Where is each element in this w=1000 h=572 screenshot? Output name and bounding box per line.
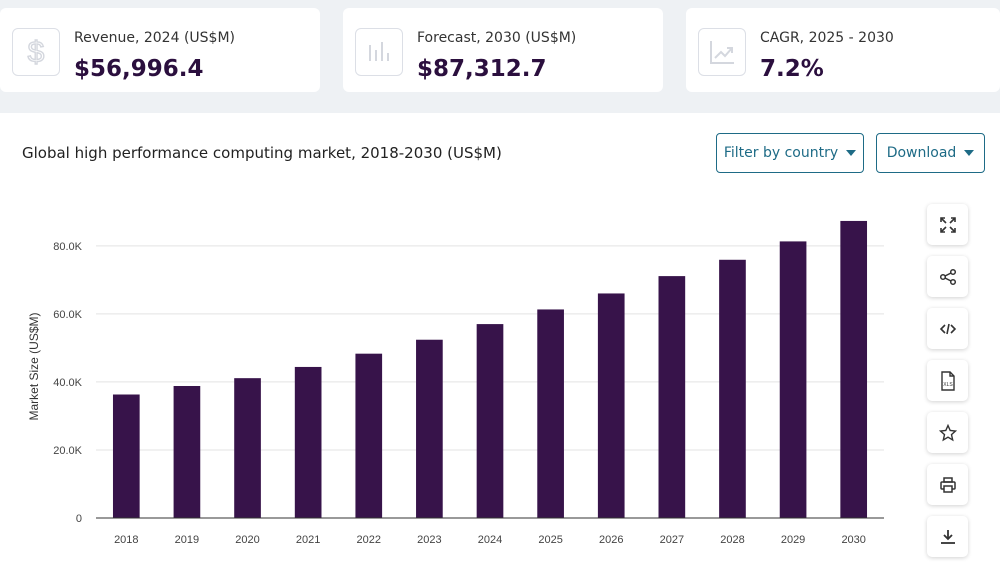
star-icon xyxy=(938,423,957,441)
x-tick-label: 2026 xyxy=(599,534,623,546)
bar xyxy=(234,378,261,518)
filter-label: Filter by country xyxy=(723,145,839,161)
x-tick-label: 2029 xyxy=(781,534,805,546)
stat-value: $56,996.4 xyxy=(74,56,204,82)
stat-label: Revenue, 2024 (US$M) xyxy=(74,30,235,46)
bar xyxy=(416,339,443,518)
stat-card-revenue: $ Revenue, 2024 (US$M) $56,996.4 xyxy=(0,8,320,92)
print-icon xyxy=(939,476,956,493)
y-axis-title: Market Size (US$M) xyxy=(27,312,41,420)
download-dropdown-button[interactable]: Download xyxy=(876,133,985,173)
caret-down-icon xyxy=(846,150,857,156)
caret-down-icon xyxy=(964,150,975,156)
bar-chart: 0 20.0K 40.0K 60.0K 80.0K Market Size (US$M) 2… xyxy=(27,220,884,546)
y-tick-label: 60.0K xyxy=(53,309,82,321)
x-tick-label: 2023 xyxy=(417,534,441,546)
x-tick-label: 2019 xyxy=(175,534,199,546)
share-button[interactable] xyxy=(927,256,968,297)
dollar-icon: $ xyxy=(12,28,60,76)
y-tick-label: 0 xyxy=(76,513,82,525)
x-tick-label: 2025 xyxy=(538,534,562,546)
bar xyxy=(294,366,322,518)
bar-chart-icon xyxy=(355,28,403,76)
x-tick-label: 2022 xyxy=(357,534,381,546)
stat-label: CAGR, 2025 - 2030 xyxy=(760,30,894,46)
download-button[interactable] xyxy=(927,516,968,557)
bar xyxy=(112,394,140,518)
x-tick-label: 2027 xyxy=(660,534,684,546)
download-icon xyxy=(940,529,955,544)
bar xyxy=(476,324,504,518)
chart-title: Global high performance computing market… xyxy=(22,144,502,162)
y-tick-label: 20.0K xyxy=(53,445,82,457)
x-tick-label: 2030 xyxy=(841,534,865,546)
x-tick-label: 2021 xyxy=(296,534,320,546)
stat-value: $87,312.7 xyxy=(417,56,547,82)
x-tick-label: 2020 xyxy=(235,534,259,546)
bar xyxy=(173,385,201,518)
stat-card-cagr: CAGR, 2025 - 2030 7.2% xyxy=(686,8,1000,92)
favorite-button[interactable] xyxy=(927,412,968,453)
download-label: Download xyxy=(886,145,957,161)
print-button[interactable] xyxy=(927,464,968,505)
svg-text:XLS: XLS xyxy=(943,382,953,388)
expand-icon xyxy=(939,216,956,233)
bar xyxy=(537,309,564,518)
y-tick-label: 80.0K xyxy=(53,241,82,253)
bar xyxy=(719,259,746,518)
chart-panel: Global high performance computing market… xyxy=(0,113,1000,572)
x-tick-label: 2018 xyxy=(114,534,138,546)
bar xyxy=(779,241,807,518)
expand-button[interactable] xyxy=(927,204,968,245)
stat-card-forecast: Forecast, 2030 (US$M) $87,312.7 xyxy=(343,8,663,92)
xls-file-icon: XLS xyxy=(940,370,955,391)
embed-code-button[interactable] xyxy=(927,308,968,349)
stat-value: 7.2% xyxy=(760,56,824,82)
xls-button[interactable]: XLS xyxy=(927,360,968,401)
bar xyxy=(355,353,383,518)
share-icon xyxy=(939,268,956,285)
embed-code-icon xyxy=(939,323,956,334)
svg-text:$: $ xyxy=(28,36,45,69)
trend-up-icon xyxy=(698,28,746,76)
x-tick-label: 2024 xyxy=(478,534,502,546)
stat-label: Forecast, 2030 (US$M) xyxy=(417,30,577,46)
filter-by-country-button[interactable]: Filter by country xyxy=(716,133,864,173)
bar xyxy=(597,293,625,518)
x-tick-label: 2028 xyxy=(720,534,744,546)
bar xyxy=(658,276,686,518)
bar xyxy=(840,220,868,518)
y-tick-label: 40.0K xyxy=(53,377,82,389)
